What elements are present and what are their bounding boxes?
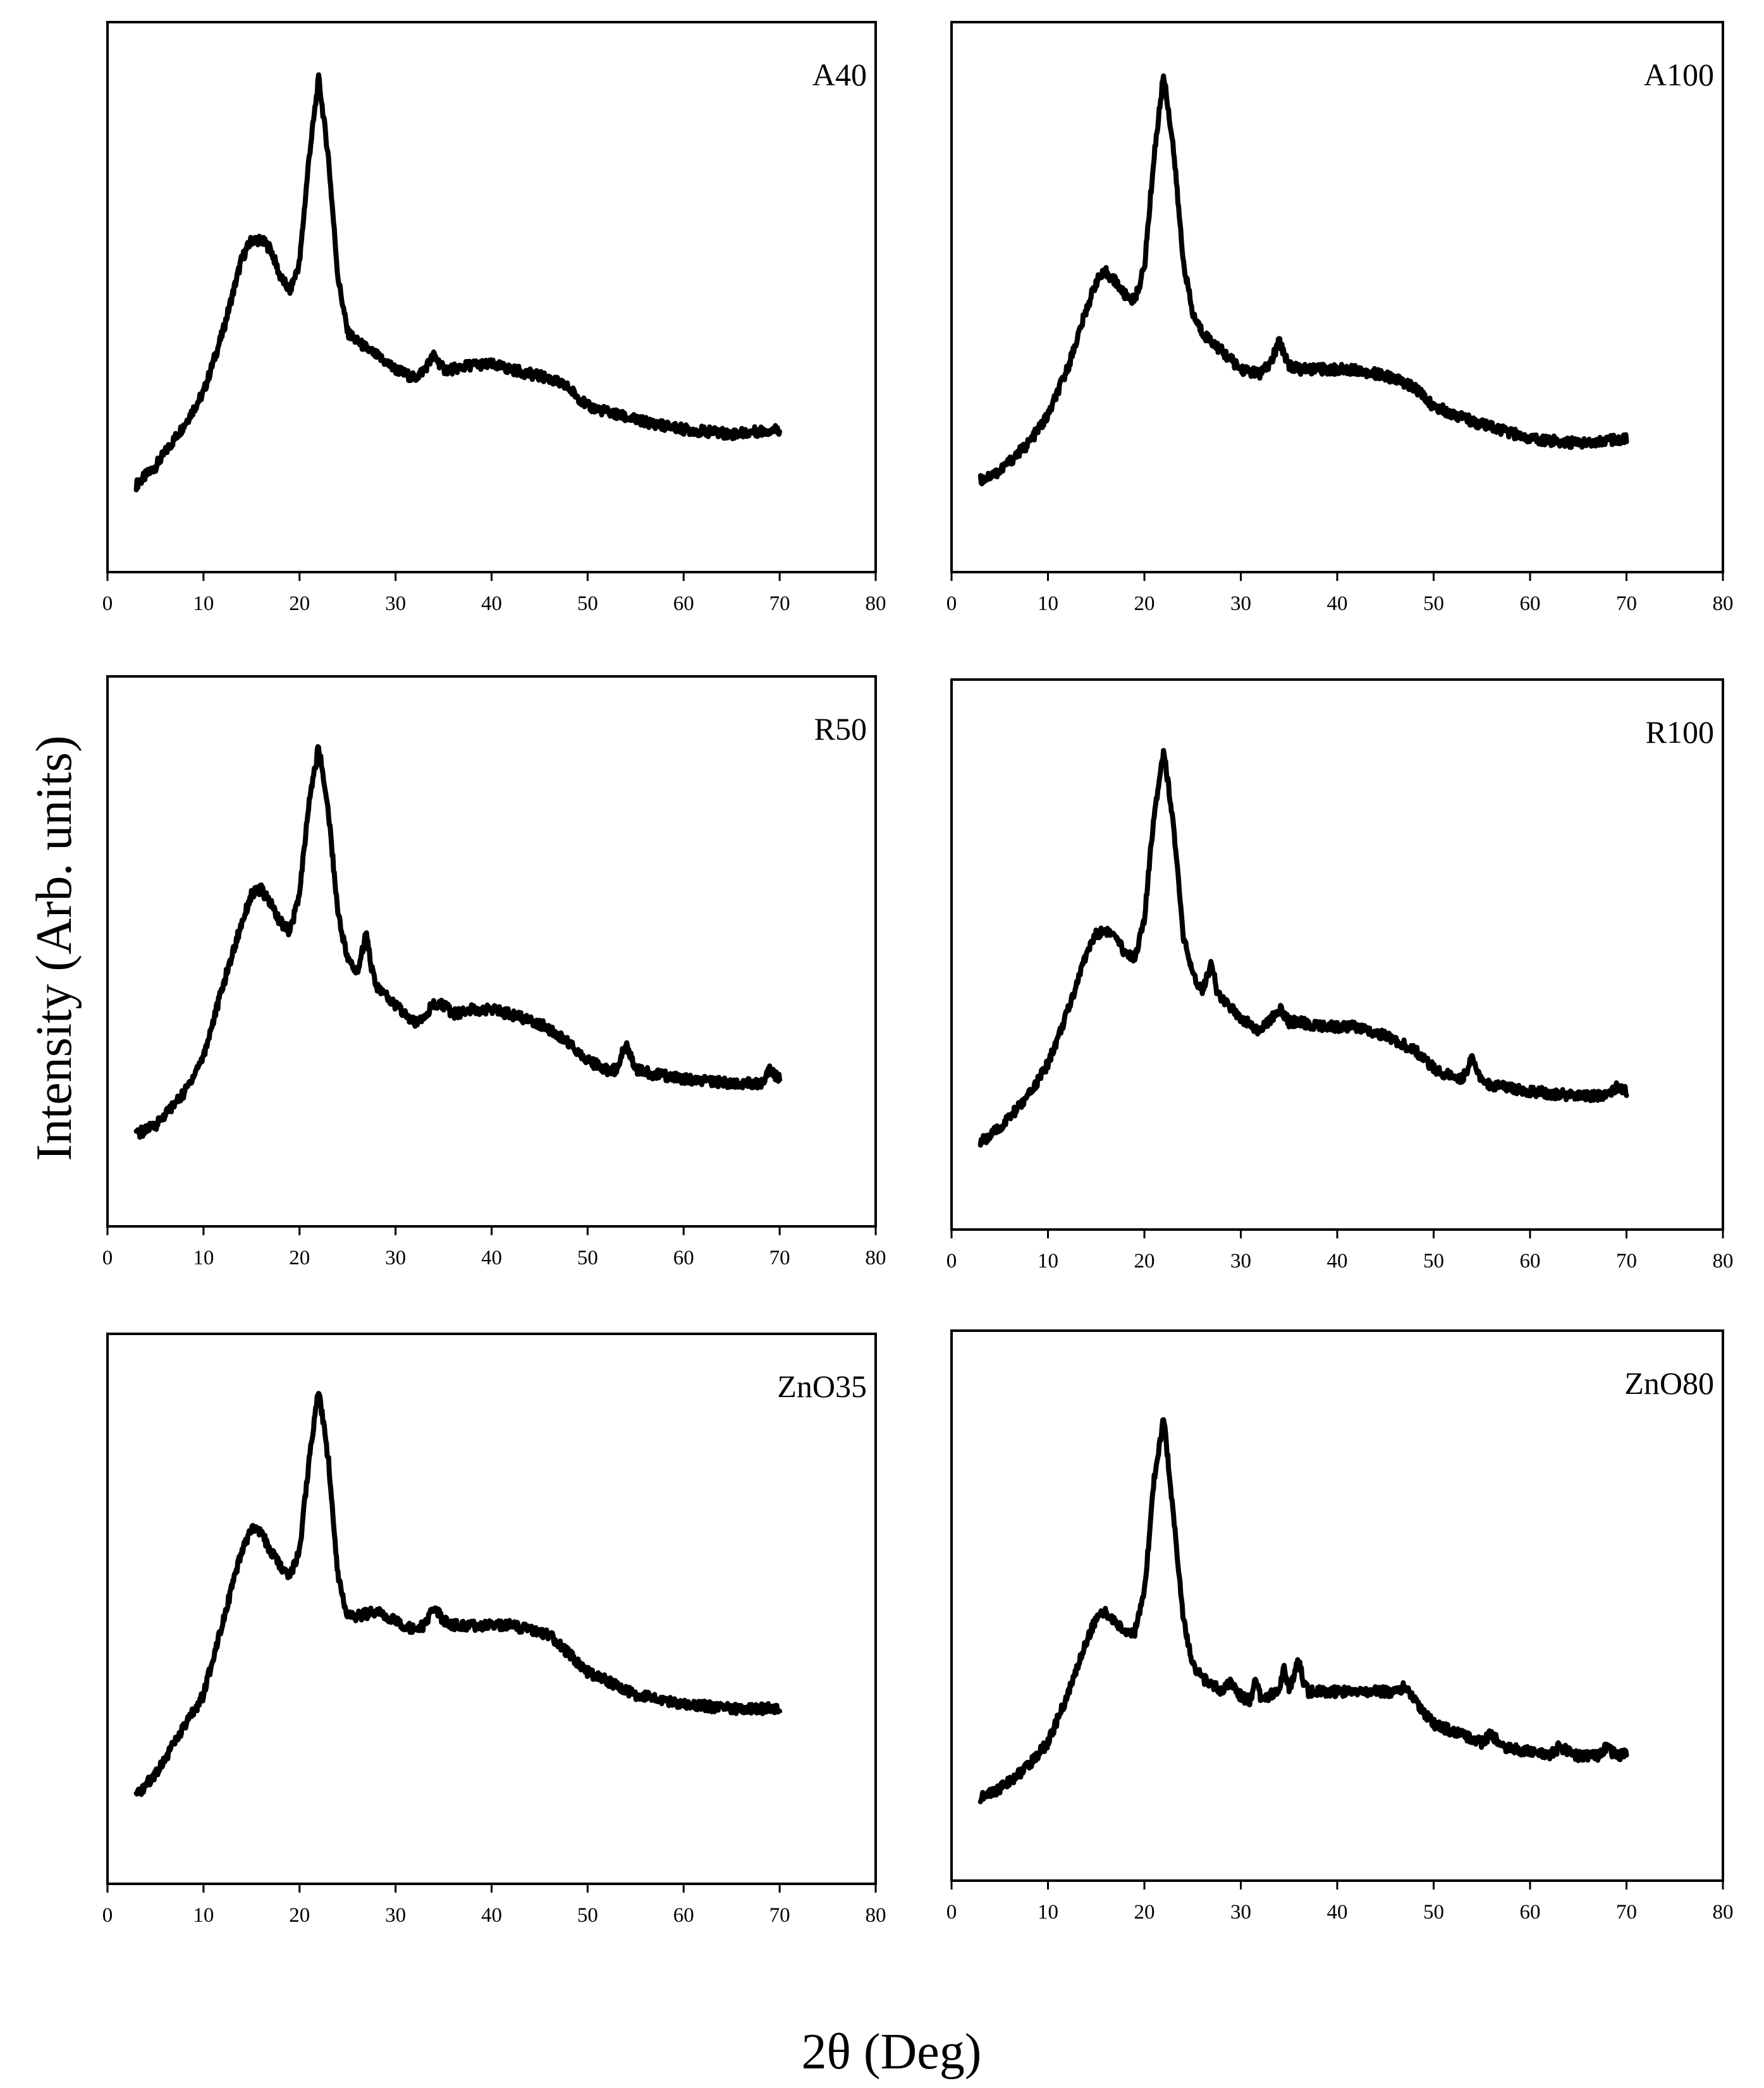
x-tick-label: 10 xyxy=(193,1247,214,1269)
x-tick-label: 0 xyxy=(946,592,957,615)
x-tick-label: 70 xyxy=(769,592,790,615)
x-tick-label: 60 xyxy=(673,1904,694,1927)
plot-frame xyxy=(106,1333,877,1885)
x-tick-label: 30 xyxy=(385,1247,406,1269)
x-tick-label: 80 xyxy=(1713,1901,1734,1924)
x-tick-label: 50 xyxy=(577,592,598,615)
x-tick-label: 60 xyxy=(1520,1250,1541,1273)
x-tick-label: 0 xyxy=(102,592,113,615)
panel-R100: 0 10 20 30 40 50 60 70 80 R100 xyxy=(946,678,1734,1273)
x-tick-label: 10 xyxy=(1038,592,1058,615)
x-tick-label: 50 xyxy=(577,1247,598,1269)
x-tick-label: 50 xyxy=(577,1904,598,1927)
x-tick-label: 20 xyxy=(1134,1250,1155,1273)
x-tick-label: 80 xyxy=(1713,592,1734,615)
x-tick-label: 80 xyxy=(866,592,886,615)
x-tick-label: 50 xyxy=(1423,1250,1444,1273)
x-tick-label: 40 xyxy=(1327,1250,1348,1273)
xrd-trace-A40 xyxy=(133,72,783,492)
x-tick-label: 80 xyxy=(866,1904,886,1927)
x-tick-label: 30 xyxy=(1230,1901,1251,1924)
y-axis-title: Intensity (Arb. units) xyxy=(27,735,82,1161)
x-tick-label: 40 xyxy=(1327,1901,1348,1924)
x-tick-label: 40 xyxy=(481,592,502,615)
x-tick-label: 30 xyxy=(385,1904,406,1927)
panel-label: R50 xyxy=(814,711,867,747)
x-tick-label: 10 xyxy=(1038,1901,1058,1924)
x-tick-label: 0 xyxy=(102,1247,113,1269)
panel-A100: 0 10 20 30 40 50 60 70 80 A100 xyxy=(946,21,1734,615)
panel-ZnO35: 0 10 20 30 40 50 60 70 80 ZnO35 xyxy=(102,1333,886,1927)
x-tick-label: 70 xyxy=(1616,1250,1637,1273)
x-tick-label: 40 xyxy=(481,1904,502,1927)
x-tick-label: 40 xyxy=(1327,592,1348,615)
plot-frame xyxy=(950,1329,1724,1882)
x-tick-label: 20 xyxy=(1134,1901,1155,1924)
x-tick-label: 0 xyxy=(946,1901,957,1924)
plot-frame xyxy=(950,21,1724,573)
x-tick-label: 20 xyxy=(289,1247,310,1269)
xrd-trace-ZnO80 xyxy=(977,1417,1629,1805)
panel-label: A40 xyxy=(812,57,867,92)
x-tick-label: 30 xyxy=(1230,1250,1251,1273)
x-tick-label: 80 xyxy=(866,1247,886,1269)
xrd-trace-A100 xyxy=(977,73,1629,487)
x-tick-label: 20 xyxy=(289,592,310,615)
x-tick-label: 70 xyxy=(1616,1901,1637,1924)
panel-label: R100 xyxy=(1646,714,1714,750)
x-tick-label: 30 xyxy=(385,592,406,615)
x-tick-label: 10 xyxy=(1038,1250,1058,1273)
x-tick-label: 70 xyxy=(769,1247,790,1269)
panel-A40: 0 10 20 30 40 50 60 70 80 A40 xyxy=(102,21,886,615)
x-tick-label: 20 xyxy=(289,1904,310,1927)
x-axis-title: 2θ (Deg) xyxy=(802,2024,982,2080)
x-tick-label: 40 xyxy=(481,1247,502,1269)
plot-frame xyxy=(106,21,877,573)
x-tick-label: 80 xyxy=(1713,1250,1734,1273)
xrd-trace-R100 xyxy=(977,748,1629,1148)
x-tick-label: 10 xyxy=(193,1904,214,1927)
x-tick-label: 30 xyxy=(1230,592,1251,615)
panel-R50: 0 10 20 30 40 50 60 70 80 R50 xyxy=(102,675,886,1269)
panel-ZnO80: 0 10 20 30 40 50 60 70 80 ZnO80 xyxy=(946,1329,1734,1924)
panels-group: 0 10 20 30 40 50 60 70 80 A40 0 10 20 30 40 50 60 70 80 A10… xyxy=(102,21,1734,1927)
xrd-trace-R50 xyxy=(133,744,783,1140)
x-tick-label: 60 xyxy=(673,592,694,615)
plot-frame xyxy=(950,678,1724,1231)
x-tick-label: 20 xyxy=(1134,592,1155,615)
x-tick-label: 60 xyxy=(1520,1901,1541,1924)
x-tick-label: 70 xyxy=(769,1904,790,1927)
x-tick-label: 50 xyxy=(1423,592,1444,615)
x-tick-label: 10 xyxy=(193,592,214,615)
panel-label: ZnO80 xyxy=(1624,1365,1714,1401)
x-tick-label: 0 xyxy=(102,1904,113,1927)
panel-label: A100 xyxy=(1644,57,1714,92)
panel-label: ZnO35 xyxy=(777,1369,867,1404)
xrd-trace-ZnO35 xyxy=(133,1391,783,1797)
x-tick-label: 70 xyxy=(1616,592,1637,615)
x-tick-label: 60 xyxy=(673,1247,694,1269)
x-tick-label: 60 xyxy=(1520,592,1541,615)
x-tick-label: 50 xyxy=(1423,1901,1444,1924)
x-tick-label: 0 xyxy=(946,1250,957,1273)
plot-frame xyxy=(106,675,877,1228)
